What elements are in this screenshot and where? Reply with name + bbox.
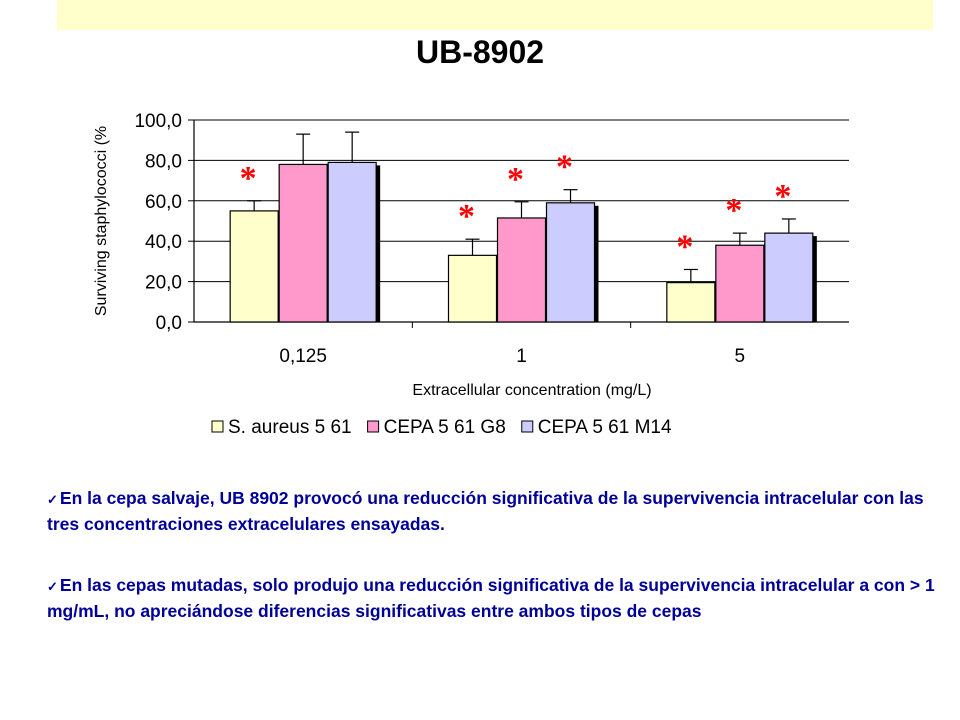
- bar: [545, 202, 596, 323]
- significance-asterisk: *: [458, 198, 475, 235]
- y-tick-label: 60,0: [145, 192, 182, 213]
- bar: [278, 163, 328, 323]
- y-tick-label: 80,0: [145, 151, 182, 172]
- bar-chart: 0,0 20,0 40,0 60,0 80,0 100,0 0,125 1 5 * * * * * * * Ex…: [93, 111, 849, 438]
- bar: [447, 254, 498, 323]
- significance-asterisk: *: [240, 160, 257, 197]
- legend-swatch: [521, 420, 534, 433]
- x-axis-title: Extracellular concentration (mg/L): [412, 382, 651, 399]
- bullet-item: ✓ En las cepas mutadas, solo produjo una …: [47, 573, 937, 624]
- significance-asterisk: *: [725, 192, 742, 229]
- top-banner: [57, 0, 933, 30]
- bar: [496, 217, 547, 323]
- bar: [666, 282, 716, 323]
- significance-asterisk: *: [507, 161, 524, 198]
- bar: [715, 244, 765, 323]
- bullet-text: En las cepas mutadas, solo produjo una r…: [47, 575, 935, 621]
- legend-label: S. aureus 5 61: [228, 417, 352, 438]
- bullet-list: ✓ En la cepa salvaje, UB 8902 provocó una…: [47, 486, 937, 624]
- bullet-text: En la cepa salvaje, UB 8902 provocó una …: [47, 488, 924, 534]
- significance-asterisk: *: [556, 149, 573, 186]
- legend-swatch: [367, 420, 380, 433]
- legend-label: CEPA 5 61 M14: [538, 417, 672, 438]
- y-tick-label: 0,0: [156, 313, 182, 334]
- x-tick-label: 1: [516, 346, 527, 367]
- bar: [229, 210, 279, 323]
- legend-label: CEPA 5 61 G8: [384, 417, 506, 438]
- check-icon: ✓: [47, 579, 58, 594]
- y-tick-label: 20,0: [145, 273, 182, 294]
- x-tick-label: 0,125: [279, 346, 327, 367]
- y-tick-label: 100,0: [134, 111, 182, 132]
- significance-asterisk: *: [774, 178, 791, 215]
- y-tick-label: 40,0: [145, 232, 182, 253]
- bar: [327, 161, 377, 323]
- legend-swatch: [211, 420, 224, 433]
- check-icon: ✓: [47, 492, 58, 507]
- bullet-item: ✓ En la cepa salvaje, UB 8902 provocó una…: [47, 486, 937, 537]
- y-axis-title: Surviving staphylococci (%: [93, 126, 110, 316]
- x-tick-label: 5: [735, 346, 746, 367]
- bar: [764, 232, 814, 323]
- chart-title: UB-8902: [415, 34, 545, 70]
- significance-asterisk: *: [676, 228, 693, 265]
